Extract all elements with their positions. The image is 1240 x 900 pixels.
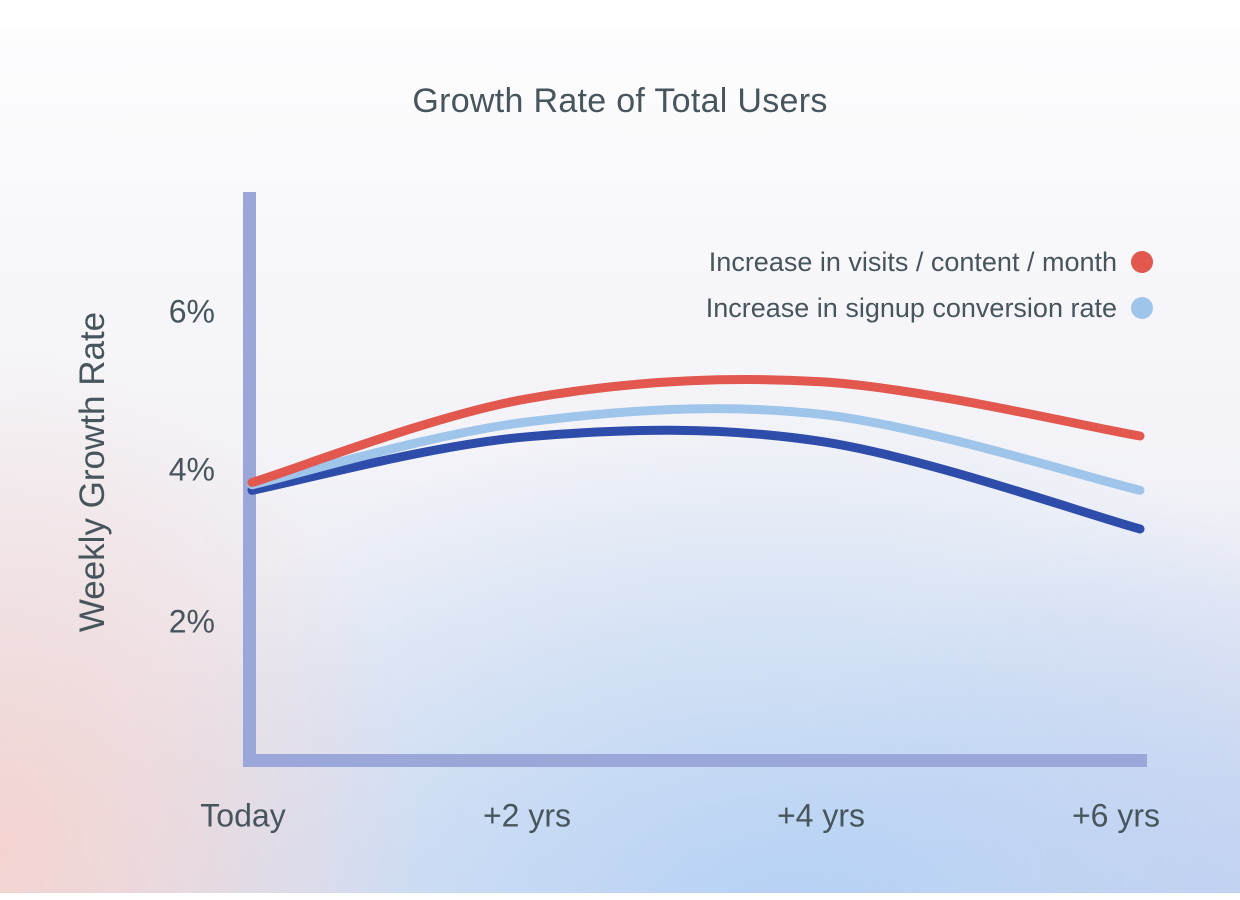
x-tick-label-today: Today: [200, 797, 286, 834]
series-line-dark-blue: [247, 425, 1145, 534]
x-tick-label-2yrs: +2 yrs: [482, 797, 572, 834]
series-line-light-blue: [247, 404, 1145, 495]
legend-dot-lightblue-icon: [1131, 297, 1153, 319]
series-line-red: [247, 375, 1145, 487]
legend-label-visits: Increase in visits / content / month: [708, 246, 1117, 277]
legend-dot-red-icon: [1131, 251, 1153, 273]
legend-item-visits: Increase in visits / content / month: [709, 246, 1153, 278]
y-tick-label-6pct: 6%: [168, 293, 215, 330]
legend-label-signup: Increase in signup conversion rate: [705, 292, 1117, 323]
x-tick-label-6yrs: +6 yrs: [1071, 797, 1161, 834]
y-tick-label-4pct: 4%: [168, 451, 215, 488]
y-tick-label-2pct: 2%: [168, 603, 215, 640]
chart-legend: Increase in visits / content / month Inc…: [706, 246, 1153, 324]
legend-item-signup: Increase in signup conversion rate: [706, 292, 1153, 324]
chart-title: Growth Rate of Total Users: [412, 82, 828, 120]
x-tick-label-4yrs: +4 yrs: [776, 797, 866, 834]
